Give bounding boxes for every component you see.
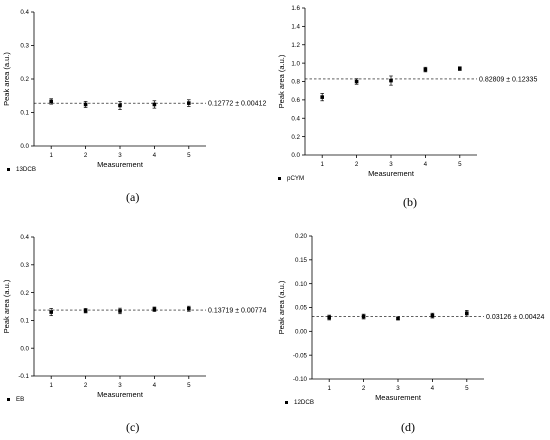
data-point: [187, 306, 191, 311]
chart-a: 0.0 0.1 0.2 0.3 0.4 1 2 3 4 5 Measurement Peak area…: [2, 9, 266, 173]
x-tick-label: 1: [320, 161, 324, 168]
y-tick-label: 0.6: [291, 97, 300, 104]
x-tick-label: 4: [153, 152, 157, 159]
y-tick-label: 0.4: [20, 234, 29, 241]
y-tick-label: 0.20: [295, 233, 308, 240]
panel-label-b: (b): [403, 195, 417, 209]
data-point: [458, 66, 462, 71]
y-tick-label: 0.8: [291, 79, 300, 86]
x-tick-label: 5: [187, 152, 191, 159]
x-tick-label: 2: [355, 161, 359, 168]
legend-marker: [278, 177, 281, 180]
y-axis-label: Peak area (a.u.): [2, 279, 11, 333]
data-point: [118, 103, 122, 108]
x-tick-label: 3: [389, 161, 393, 168]
x-tick-label: 2: [84, 152, 88, 159]
data-point: [83, 308, 88, 313]
data-point: [320, 95, 324, 99]
x-axis-label: Measurement: [375, 393, 422, 402]
y-tick-label: 0.2: [291, 134, 300, 141]
y-tick-label: 0.15: [295, 257, 308, 264]
data-point: [49, 310, 53, 314]
x-tick-label: 3: [396, 385, 400, 392]
chart-d: -0.10 -0.05 0.00 0.05 0.10 0.15 0.20 1 2 3 4 5 Measu…: [277, 233, 544, 406]
y-tick-label: 0.0: [20, 143, 29, 150]
x-tick-label: 4: [153, 382, 157, 389]
mean-annotation: 0.12772 ± 0.00412: [208, 101, 266, 108]
x-tick-label: 1: [49, 152, 53, 159]
x-tick-label: 5: [187, 382, 191, 389]
x-axis-label: Measurement: [97, 160, 144, 169]
data-point: [187, 101, 191, 105]
panel-label-d: (d): [401, 420, 415, 434]
legend-label: pCYM: [287, 175, 304, 182]
y-tick-label: 0.2: [20, 290, 29, 297]
x-tick-label: 4: [431, 385, 435, 392]
mean-annotation: 0.03126 ± 0.00424: [486, 314, 544, 321]
data-point: [354, 79, 359, 84]
panel-label-a: (a): [126, 190, 140, 204]
legend-marker: [7, 168, 10, 171]
chart-c: -0.1 0.0 0.1 0.2 0.3 0.4 1 2 3 4 5 Measurement Peak …: [2, 234, 266, 403]
y-tick-label: -0.10: [293, 376, 308, 383]
y-tick-label: 0.3: [20, 43, 29, 50]
x-tick-label: 1: [49, 382, 53, 389]
x-tick-label: 2: [84, 382, 88, 389]
x-tick-label: 4: [424, 161, 428, 168]
legend-label: 12DCB: [294, 399, 314, 406]
y-tick-label: 0.0: [291, 152, 300, 159]
y-tick-label: 1.4: [291, 24, 300, 31]
x-axis-label: Measurement: [368, 169, 415, 178]
x-tick-label: 2: [362, 385, 366, 392]
x-tick-label: 1: [327, 385, 331, 392]
y-tick-label: 0.3: [20, 262, 29, 269]
y-tick-label: 0.10: [295, 281, 308, 288]
legend-marker: [285, 401, 288, 404]
data-point: [49, 99, 53, 104]
data-point: [465, 311, 469, 316]
y-axis-label: Peak area (a.u.): [277, 54, 286, 108]
data-point: [152, 307, 157, 312]
x-tick-label: 3: [118, 152, 122, 159]
y-tick-label: 1.0: [291, 60, 300, 67]
y-tick-label: 0.00: [295, 329, 308, 336]
y-tick-label: 1.6: [291, 5, 300, 12]
data-point: [118, 309, 122, 313]
y-tick-label: 0.4: [20, 9, 29, 16]
data-point: [361, 314, 366, 319]
data-point: [327, 315, 331, 320]
panel-label-c: (c): [126, 420, 140, 434]
y-axis-label: Peak area (a.u.): [2, 52, 11, 106]
data-point: [83, 102, 88, 107]
mean-annotation: 0.13719 ± 0.00774: [208, 308, 266, 315]
y-tick-label: 0.2: [20, 76, 29, 83]
y-tick-label: 0.0: [20, 345, 29, 352]
y-tick-label: 0.1: [20, 318, 29, 325]
legend-marker: [7, 398, 10, 401]
legend-label: 13DCB: [16, 166, 36, 173]
y-tick-label: -0.1: [18, 373, 29, 380]
y-tick-label: 1.2: [291, 42, 300, 49]
y-axis-label: Peak area (a.u.): [277, 280, 286, 334]
data-point: [389, 78, 393, 83]
x-tick-label: 5: [465, 385, 469, 392]
data-point: [396, 316, 400, 321]
y-tick-label: 0.05: [295, 305, 308, 312]
legend-label: EB: [16, 396, 24, 403]
mean-annotation: 0.82809 ± 0.12335: [479, 76, 537, 83]
data-point: [152, 102, 157, 107]
x-tick-label: 3: [118, 382, 122, 389]
y-tick-label: 0.4: [291, 115, 300, 122]
chart-b: 0.0 0.2 0.4 0.6 0.8 1.0 1.2 1.4 1.6 1 2 3 4 5 Measurem…: [277, 5, 537, 182]
y-tick-label: 0.1: [20, 110, 29, 117]
y-tick-label: -0.05: [293, 352, 308, 359]
x-tick-label: 5: [458, 161, 462, 168]
data-point: [423, 67, 428, 72]
x-axis-label: Measurement: [97, 390, 144, 399]
data-point: [430, 313, 435, 318]
